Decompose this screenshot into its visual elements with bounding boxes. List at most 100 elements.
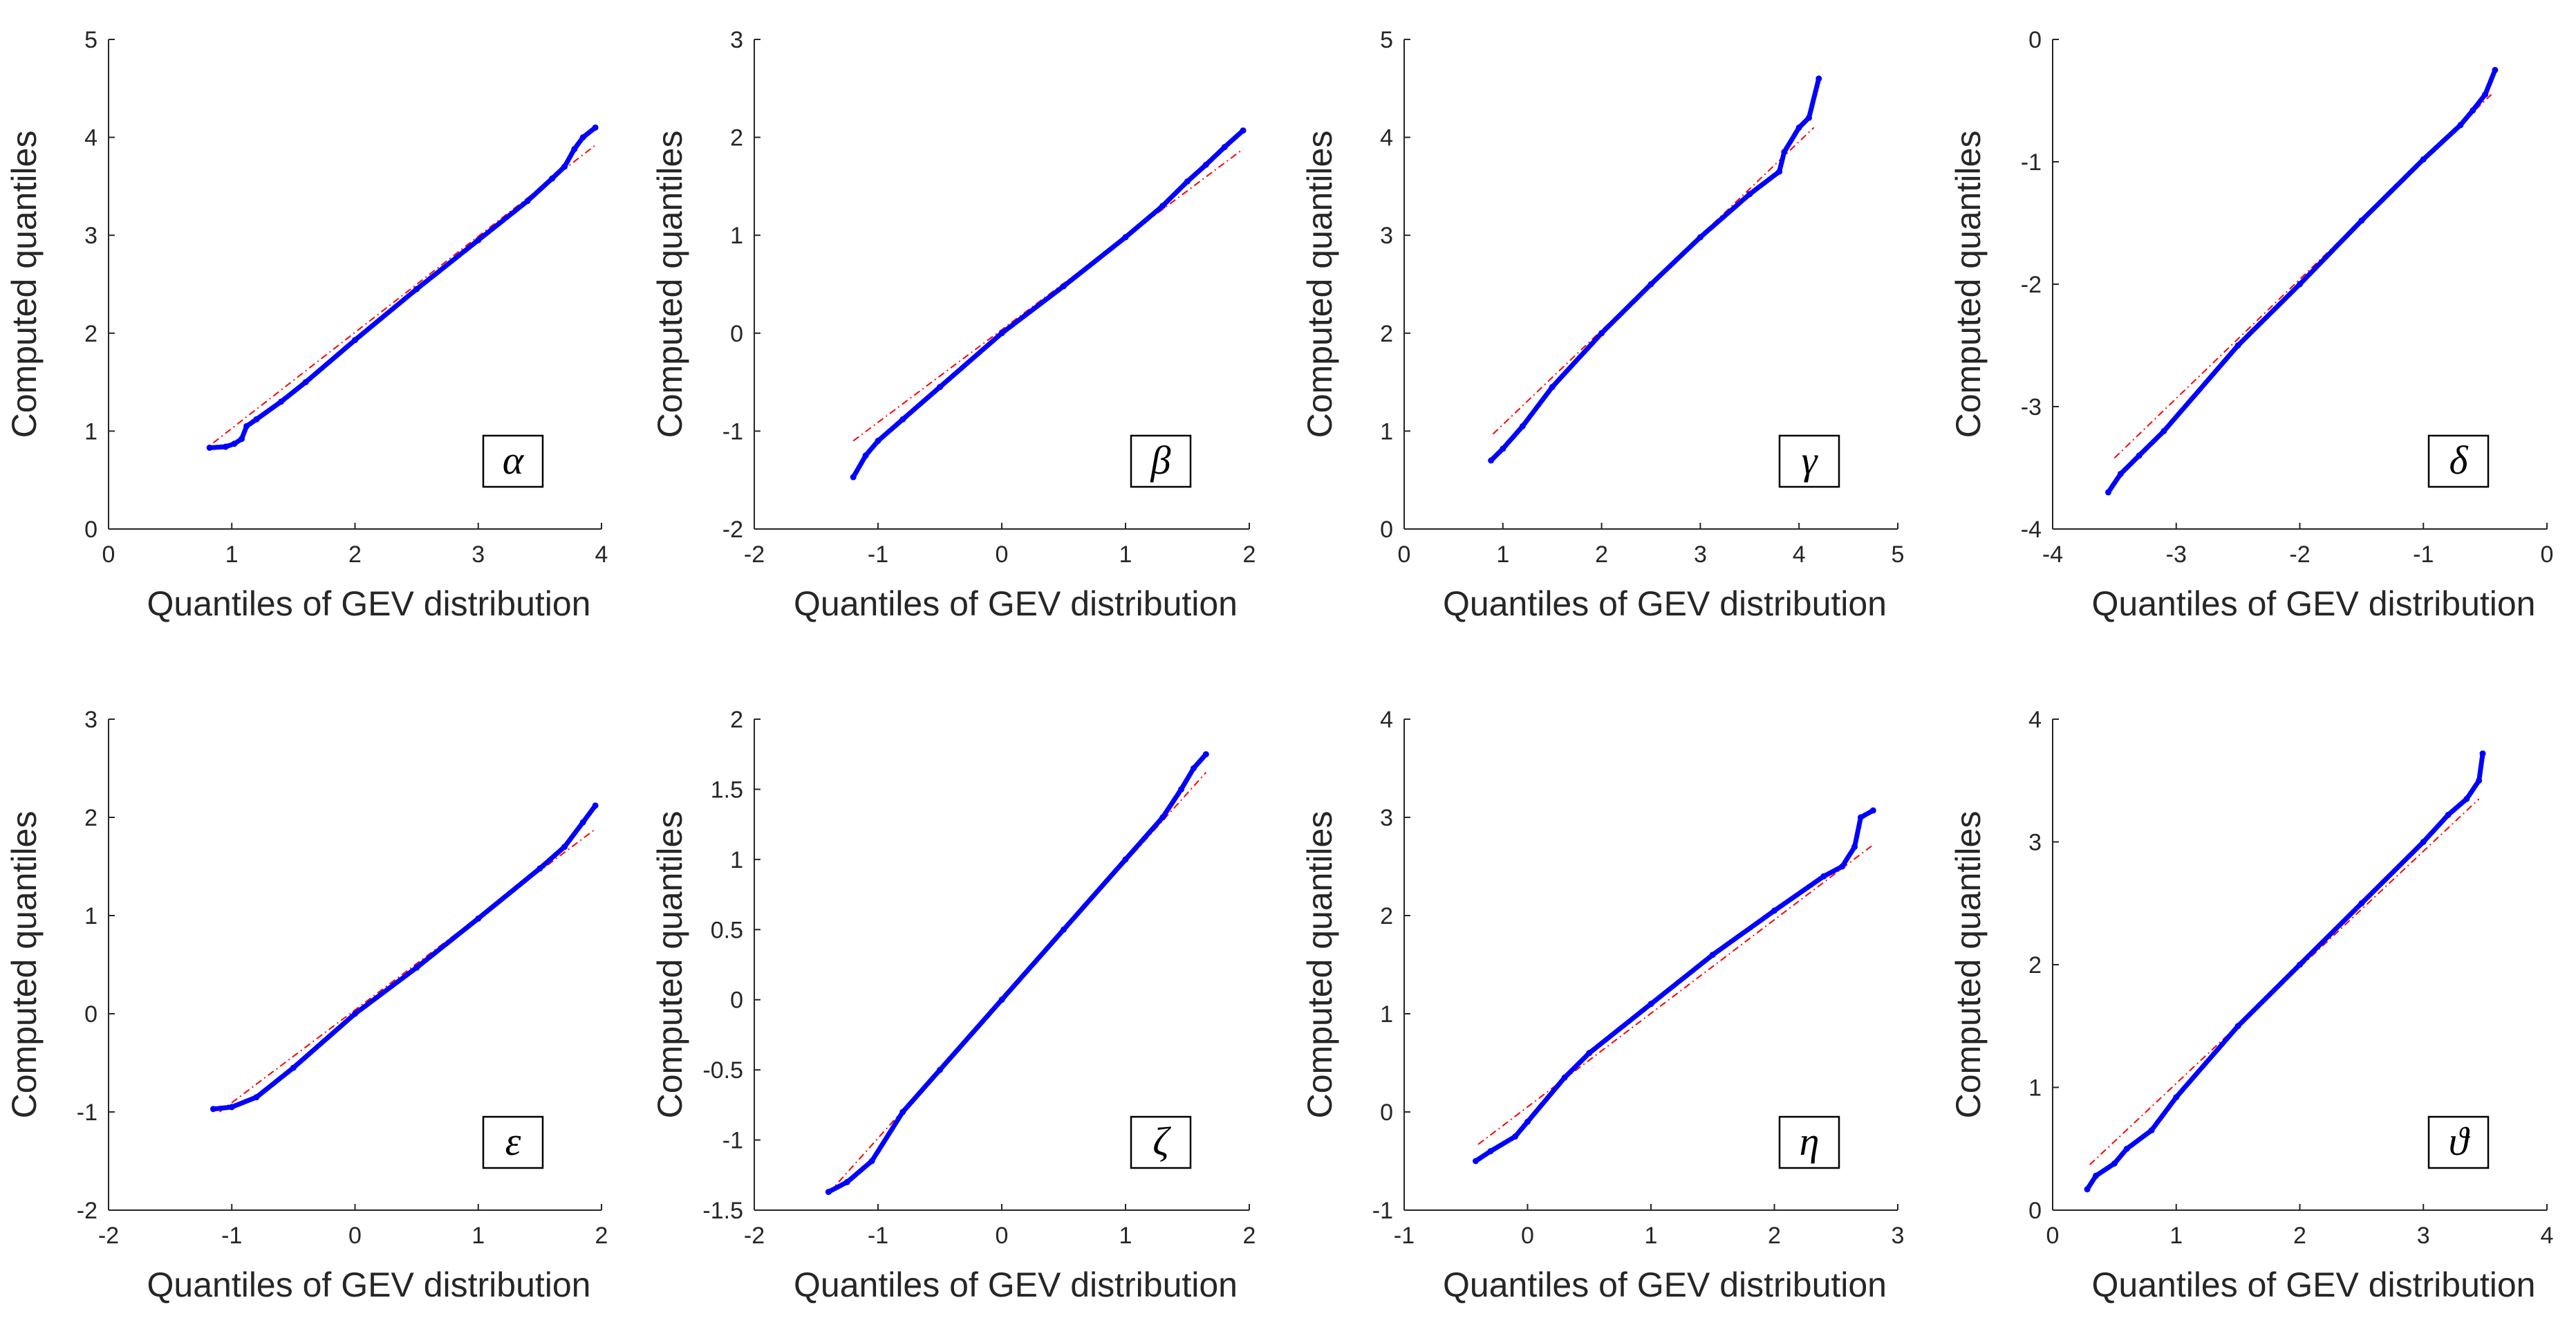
- panel-tag: ζ: [1152, 1119, 1171, 1164]
- y-tick-label: 0: [84, 1001, 97, 1028]
- x-tick-label: -1: [1394, 1223, 1415, 1249]
- quantile-point: [1202, 751, 1209, 758]
- x-tick-label: 0: [348, 1223, 362, 1249]
- quantile-point: [243, 423, 250, 429]
- panel-tag-box: [1778, 434, 1840, 488]
- y-tick-label: -2: [2021, 272, 2042, 298]
- x-tick-label: 0: [1398, 541, 1411, 568]
- quantile-point: [352, 337, 358, 344]
- y-tick-label: 2: [730, 125, 743, 151]
- quantile-point: [228, 1104, 235, 1111]
- x-tick-label: 3: [472, 541, 485, 568]
- quantile-point: [1648, 281, 1654, 288]
- panel-tag-box: [482, 1115, 544, 1169]
- quantile-point: [1697, 234, 1704, 241]
- quantile-point: [592, 124, 599, 131]
- quantile-point: [2148, 1127, 2155, 1134]
- quantile-point: [899, 1108, 906, 1115]
- y-tick-label: 4: [84, 125, 97, 151]
- quantile-point: [536, 865, 543, 872]
- y-tick-label: -2: [722, 517, 743, 543]
- x-tick-label: 3: [1694, 541, 1707, 568]
- quantile-point: [413, 286, 420, 293]
- x-tick-label: 2: [1595, 541, 1608, 568]
- quantile-curve: [2084, 751, 2485, 1192]
- quantile-curve: [1473, 808, 1876, 1164]
- qq-panel-1: 0 1 2 3 4 0 1 2 3 4 5 Quantiles of GEV distribution…: [5, 27, 608, 623]
- y-tick-label: 1: [84, 418, 97, 445]
- x-tick-label: 0: [996, 541, 1009, 568]
- x-axis-label: Quantiles of GEV distribution: [2092, 1265, 2536, 1304]
- x-axis-label: Quantiles of GEV distribution: [1443, 584, 1887, 623]
- y-tick-label: 1.5: [711, 777, 743, 803]
- y-tick-label: -3: [2021, 394, 2042, 420]
- quantile-point: [1184, 178, 1191, 185]
- y-tick-label: 0: [2028, 27, 2042, 53]
- x-tick-label: -4: [2042, 541, 2063, 568]
- x-tick-label: 2: [595, 1223, 608, 1249]
- quantile-point: [253, 416, 260, 423]
- quantile-point: [937, 1066, 943, 1073]
- quantile-point: [579, 819, 586, 826]
- quantile-point: [2173, 1094, 2180, 1101]
- x-tick-label: -2: [744, 541, 765, 568]
- quantile-point: [1488, 457, 1495, 464]
- quantile-point: [899, 416, 906, 423]
- y-tick-label: 2: [84, 805, 97, 831]
- y-tick-label: 5: [84, 27, 97, 53]
- panel-tag: α: [503, 438, 525, 483]
- panel-tag-box: [482, 434, 544, 488]
- quantile-point: [1851, 844, 1858, 851]
- qq-panel-5: -2 -1 0 1 2 -2 -1 0 1 2 3 Quantiles of GEV distribu…: [5, 707, 608, 1304]
- quantile-point: [290, 1064, 297, 1071]
- y-tick-label: 1: [730, 223, 743, 249]
- quantile-point: [875, 438, 881, 445]
- x-tick-label: 0: [1521, 1223, 1534, 1249]
- x-tick-label: 0: [102, 541, 115, 568]
- quantile-point: [222, 443, 229, 450]
- y-tick-label: 1: [84, 903, 97, 929]
- y-tick-label: -1: [77, 1100, 97, 1126]
- quantile-point: [1159, 203, 1166, 210]
- quantile-point: [524, 198, 531, 205]
- panel-tag-box: [2427, 434, 2490, 488]
- quantile-point: [253, 1094, 260, 1101]
- y-tick-label: 3: [1380, 805, 1393, 831]
- x-tick-label: -1: [868, 541, 888, 568]
- quantile-point: [231, 440, 238, 447]
- quantile-point: [1805, 114, 1812, 121]
- quantile-point: [549, 175, 556, 182]
- x-tick-label: 0: [2046, 1223, 2060, 1249]
- quantile-point: [210, 1106, 217, 1113]
- x-tick-label: 2: [1243, 541, 1256, 568]
- quantile-point: [850, 474, 857, 481]
- x-tick-label: 2: [1243, 1223, 1256, 1249]
- x-tick-label: -2: [744, 1223, 765, 1249]
- quantile-point: [825, 1189, 832, 1196]
- quantile-point: [868, 1158, 875, 1165]
- y-axis-label: Computed quantiles: [1300, 131, 1339, 438]
- x-tick-label: 1: [1119, 1223, 1132, 1249]
- panel-tag: ε: [505, 1119, 521, 1164]
- y-tick-label: 4: [1380, 707, 1393, 733]
- quantile-point: [2457, 122, 2464, 129]
- quantile-point: [2482, 91, 2489, 98]
- quantile-point: [1473, 1158, 1480, 1165]
- y-axis-label: Computed quantiles: [5, 131, 44, 438]
- quantile-point: [579, 134, 586, 141]
- quantile-point: [2420, 839, 2427, 845]
- quantile-point: [998, 996, 1005, 1003]
- y-tick-label: 2: [1380, 321, 1393, 347]
- quantile-point: [2492, 66, 2499, 73]
- x-tick-label: 4: [595, 541, 608, 568]
- quantile-point: [475, 915, 482, 922]
- quantile-point: [1839, 863, 1846, 870]
- panel-tag: β: [1150, 438, 1171, 483]
- panel-tag-box: [1130, 1115, 1192, 1169]
- x-tick-label: 2: [2293, 1223, 2306, 1249]
- y-tick-label: 3: [84, 707, 97, 733]
